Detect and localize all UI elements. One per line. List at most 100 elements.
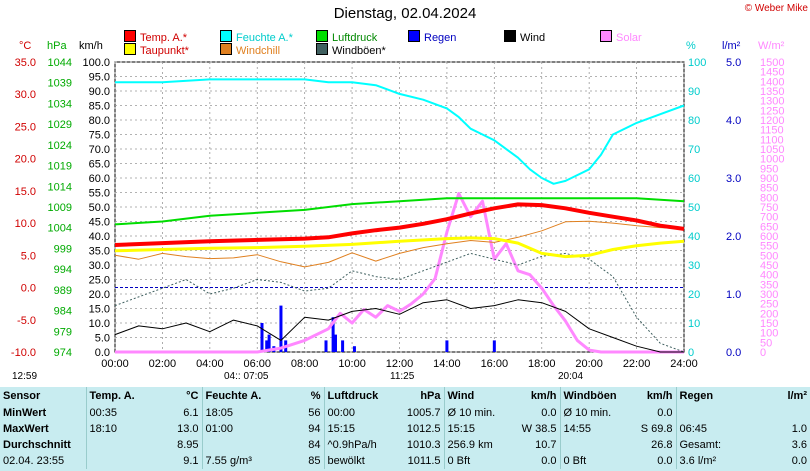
temp-tick-label: 5.0: [21, 250, 36, 262]
rain-bar: [352, 346, 356, 352]
temp-tick-label: 30.0: [15, 89, 36, 101]
wind-tick-label: 65.0: [89, 159, 110, 171]
pressure-tick-label: 1044: [48, 57, 72, 69]
legend-label: Temp. A.*: [140, 32, 188, 44]
solar-tick-label: 1000: [760, 154, 784, 166]
series-windchill: [114, 220, 685, 268]
humidity-tick-label: 0: [688, 347, 694, 359]
stats-cell: km/h: [530, 390, 557, 402]
sun-times-bar: 12:59 04:: 07:05 11:25 20:04: [0, 371, 810, 385]
pressure-tick-label: 979: [54, 326, 72, 338]
wind-tick-label: 35.0: [89, 246, 110, 258]
wind-tick-label: 100.0: [82, 57, 110, 69]
legend-label: Taupunkt*: [140, 45, 189, 57]
legend-item-7: Windchill: [220, 43, 280, 57]
stats-cell: 1010.3: [406, 439, 441, 451]
pressure-tick-label: 999: [54, 243, 72, 255]
stats-row: 02.04. 23:55 9.1 7.55 g/m³ 85 bewölkt 1011.5 0…: [0, 453, 810, 469]
temp-tick-label: 35.0: [15, 57, 36, 69]
rain-bar: [331, 317, 335, 352]
wind-tick-label: 75.0: [89, 130, 110, 142]
stats-cell: [85, 453, 144, 469]
solar-tick-label: 1300: [760, 96, 784, 108]
stats-cell: 256.9 km: [443, 437, 506, 453]
legend-label: Feuchte A.*: [236, 32, 293, 44]
solar-tick-label: 600: [760, 231, 778, 243]
stats-cell: 18:05: [201, 405, 272, 421]
pressure-tick-label: 1039: [48, 78, 72, 90]
temp-tick-label: 20.0: [15, 154, 36, 166]
rain-bar: [341, 340, 345, 352]
stats-cell: MaxWert: [3, 423, 49, 435]
legend-label: Solar: [616, 32, 642, 44]
stats-cell: MinWert: [3, 407, 47, 419]
rain-tick-label: 2.0: [726, 231, 741, 243]
solar-tick-label: 800: [760, 192, 778, 204]
stats-cell: 94: [308, 423, 321, 435]
series-solar: [115, 192, 684, 354]
stats-row: Sensor Temp. A. °C Feuchte A.% Luftdruck hPa W…: [0, 387, 810, 405]
humidity-tick-label: 90: [688, 86, 700, 98]
x-tick-label: 22:00: [623, 358, 651, 370]
stats-cell: S 69.8: [640, 423, 673, 435]
legend-item-1: Feuchte A.*: [220, 30, 293, 44]
rain-tick-label: 4.0: [726, 115, 741, 127]
stats-cell: 85: [308, 455, 321, 467]
temp-tick-label: 0.0: [21, 283, 36, 295]
stats-cell: 3.6: [791, 439, 807, 451]
humidity-tick-label: 10: [688, 318, 700, 330]
pressure-tick-label: 994: [54, 264, 72, 276]
stats-cell: 26.8: [651, 439, 673, 451]
stats-cell: Temp. A.: [85, 387, 144, 405]
legend-item-3: Regen: [408, 30, 456, 44]
humidity-tick-label: 40: [688, 231, 700, 243]
stats-cell: 13.0: [177, 423, 199, 435]
stats-cell: Durchschnitt: [3, 439, 71, 451]
wind-tick-label: 85.0: [89, 101, 110, 113]
solar-tick-label: 1500: [760, 57, 784, 69]
stats-cell: 0.0: [657, 407, 673, 419]
wind-tick-label: 20.0: [89, 289, 110, 301]
legend-swatch: [220, 43, 232, 55]
rain-bar: [267, 334, 271, 352]
legend-swatch: [124, 30, 136, 42]
humidity-tick-label: 60: [688, 173, 700, 185]
humidity-tick-label: 70: [688, 144, 700, 156]
wind-tick-label: 30.0: [89, 260, 110, 272]
solar-tick-label: 550: [760, 241, 778, 253]
series-luftdruck: [114, 197, 685, 226]
legend: Temp. A.* Feuchte A.* Luftdruck Regen Wind So…: [0, 30, 810, 60]
solar-tick-label: 350: [760, 279, 778, 291]
wind-tick-label: 55.0: [89, 188, 110, 200]
stats-cell: km/h: [646, 390, 673, 402]
legend-item-6: Taupunkt*: [124, 43, 189, 57]
stats-cell: bewölkt: [323, 453, 384, 469]
rain-unit-label: l/m²: [722, 40, 741, 52]
solar-tick-label: 1450: [760, 67, 784, 79]
x-tick-label: 12:00: [386, 358, 414, 370]
wind-tick-label: 80.0: [89, 115, 110, 127]
stats-cell: Luftdruck: [323, 387, 384, 405]
stats-row: MaxWert 18:10 13.0 01:00 94 15:15 1012.5 15:15 W…: [0, 421, 810, 437]
stats-cell: [675, 405, 744, 421]
rain-tick-label: 0.0: [726, 347, 741, 359]
legend-swatch: [408, 30, 420, 42]
legend-swatch: [220, 30, 232, 42]
solar-tick-label: 150: [760, 318, 778, 330]
stats-cell: hPa: [420, 390, 441, 402]
rain-bar: [279, 305, 283, 352]
rain-bar: [333, 334, 337, 352]
x-tick-label: 04:00: [196, 358, 224, 370]
series-wind: [114, 299, 684, 353]
wind-tick-label: 45.0: [89, 217, 110, 229]
rain-bar: [265, 340, 269, 352]
stats-cell: Windböen: [559, 387, 622, 405]
stats-cell: ^0.9hPa/h: [323, 437, 384, 453]
solar-unit-label: W/m²: [758, 40, 785, 52]
solar-tick-label: 1250: [760, 105, 784, 117]
temp-tick-label: -5.0: [17, 315, 36, 327]
stats-row: Durchschnitt 8.95 84 ^0.9hPa/h 1010.3 256.9 k…: [0, 437, 810, 453]
stats-cell: 0 Bft: [443, 453, 506, 469]
wind-tick-label: 0.0: [95, 347, 110, 359]
temp-tick-label: 10.0: [15, 218, 36, 230]
